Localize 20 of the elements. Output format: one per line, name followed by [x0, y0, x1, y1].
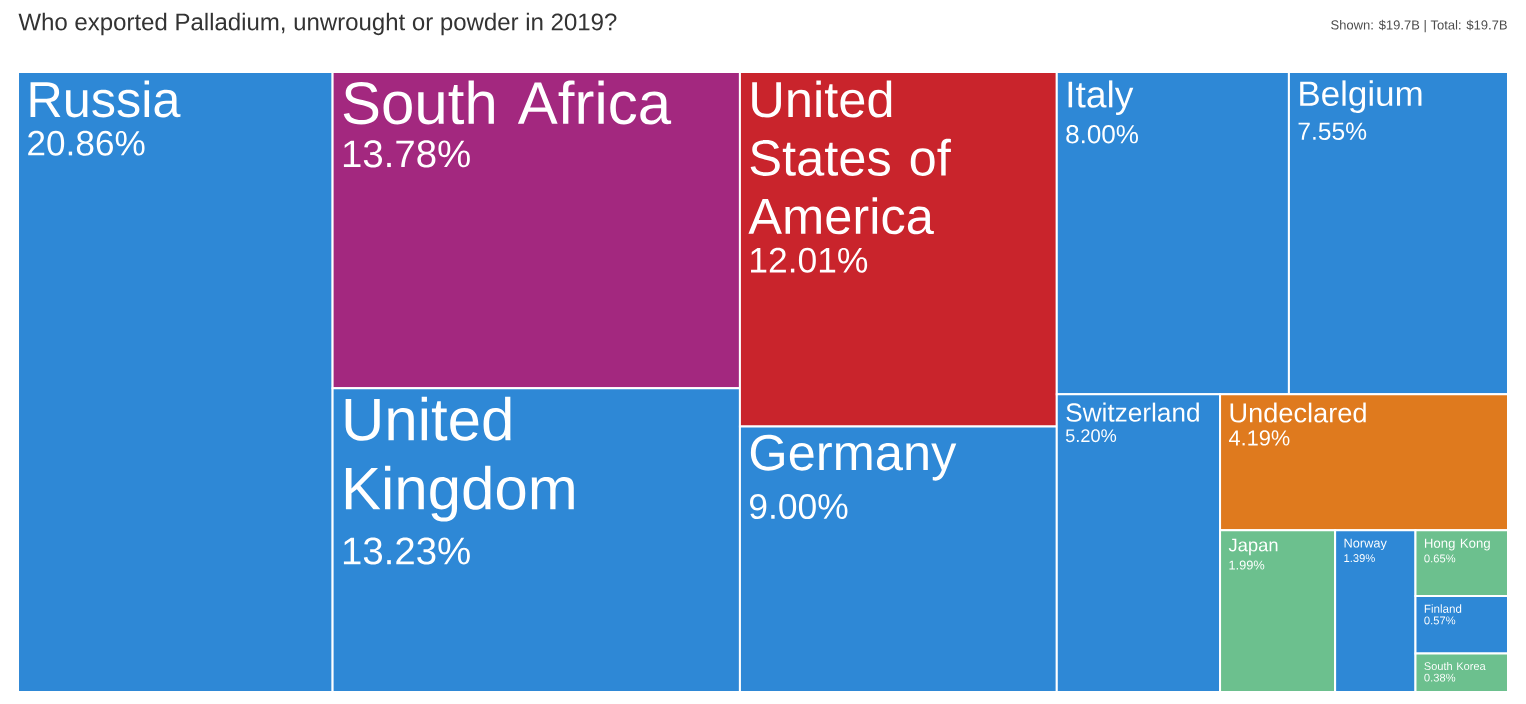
category-label: Italy [1068, 80, 1134, 116]
text: Who exported Palladium, unwrought or powder in 2019? [18, 12, 617, 36]
data-label: 13.23% [343, 537, 470, 565]
data-label: 5.20% [1065, 429, 1117, 443]
data-label: 4.19% [1228, 430, 1290, 446]
category-label: South Africa [343, 80, 672, 125]
category-label: Undeclared [1230, 402, 1366, 423]
data-label: 13.78% [343, 140, 470, 168]
category-label: Japan [1228, 538, 1278, 556]
category-label: Belgium [1300, 80, 1422, 114]
category-label: Germany [750, 434, 957, 481]
data-label: 20.86% [28, 130, 145, 156]
category-label: Switzerland [1066, 402, 1199, 422]
category-label: Russia [30, 80, 181, 118]
data-label: 12.01% [751, 247, 868, 273]
data-label: 9.00% [749, 494, 848, 520]
data-label: 8.00% [1066, 125, 1138, 144]
category-label: United Kingdom [345, 396, 574, 522]
category-label: United States of America [748, 80, 951, 235]
data-label: 7.55% [1298, 122, 1367, 140]
